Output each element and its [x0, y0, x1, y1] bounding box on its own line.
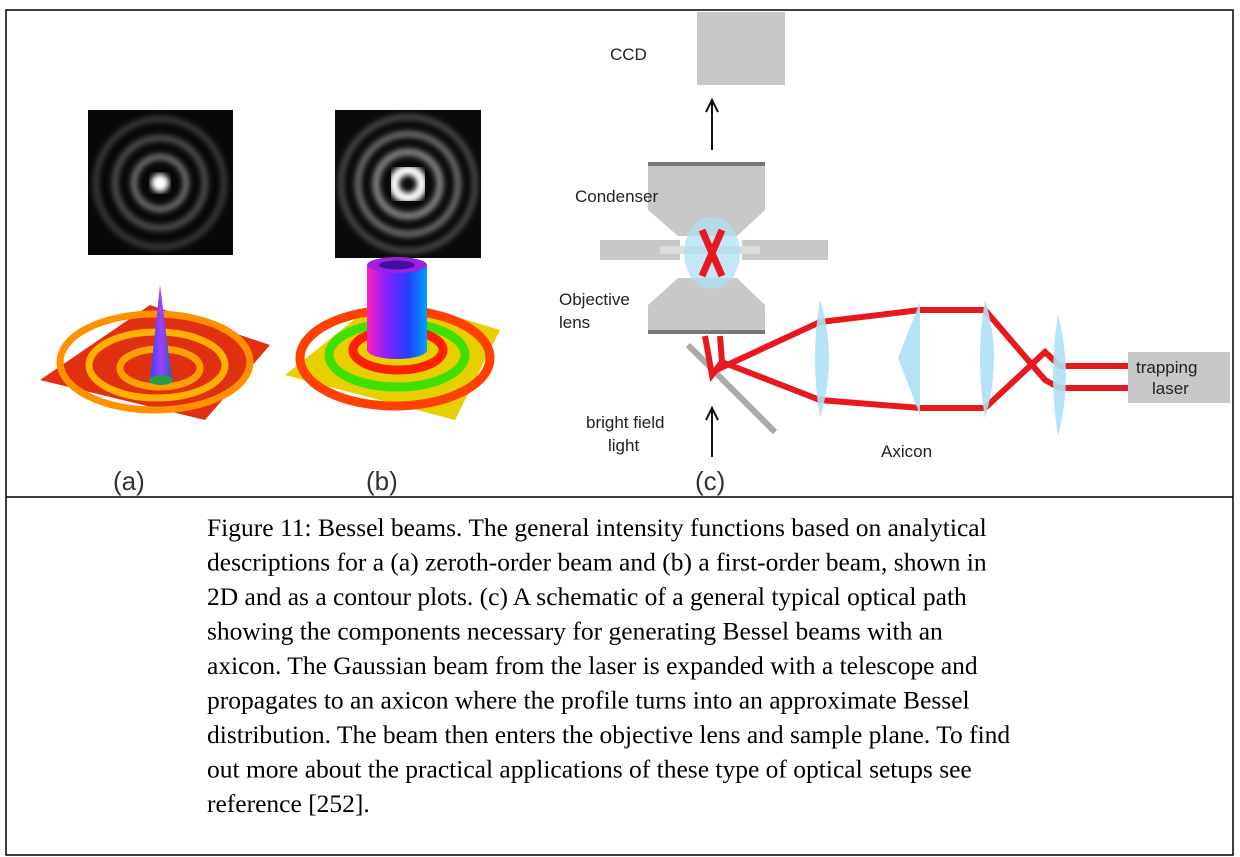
label: bright field — [586, 413, 664, 432]
label: Objective — [559, 290, 630, 309]
caption-line: out more about the practical application… — [207, 755, 972, 784]
panel-label: (c) — [695, 466, 725, 496]
caption-line: reference [252]. — [207, 789, 370, 818]
label: CCD — [610, 45, 647, 64]
caption: Figure 11: Bessel beams. The general int… — [207, 513, 1010, 818]
caption-line: descriptions for a (a) zeroth-order beam… — [207, 548, 987, 577]
caption-line: showing the components necessary for gen… — [207, 617, 943, 646]
label: Condenser — [575, 187, 659, 206]
labels: CCD Condenser Objective lens bright fiel… — [113, 45, 1197, 496]
label: laser — [1152, 379, 1189, 398]
label: light — [608, 436, 639, 455]
label: trapping — [1136, 358, 1197, 377]
panel-label: (b) — [366, 466, 398, 496]
label: lens — [559, 313, 590, 332]
caption-line: Figure 11: Bessel beams. The general int… — [207, 513, 987, 542]
caption-line: 2D and as a contour plots. (c) A schemat… — [207, 582, 967, 611]
panel-label: (a) — [113, 466, 145, 496]
label: Axicon — [881, 442, 932, 461]
panel-a — [40, 110, 270, 420]
caption-line: axicon. The Gaussian beam from the laser… — [207, 651, 978, 680]
panel-c — [600, 12, 1230, 457]
frame — [5, 9, 1234, 856]
caption-line: propagates to an axicon where the profil… — [207, 686, 970, 715]
caption-line: distribution. The beam then enters the o… — [207, 720, 1010, 749]
panel-b — [285, 110, 500, 420]
